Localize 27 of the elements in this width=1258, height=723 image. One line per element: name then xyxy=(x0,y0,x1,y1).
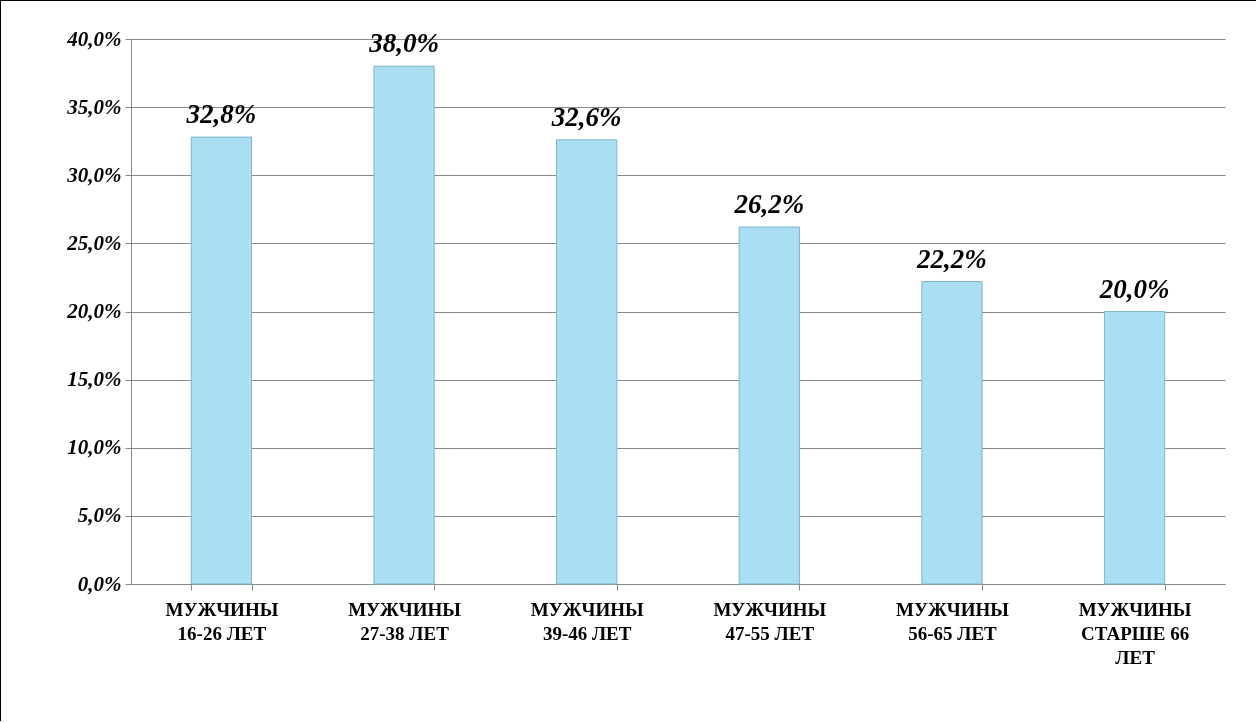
x-tick-label: МУЖЧИНЫ 27-38 ЛЕТ xyxy=(348,598,462,644)
y-tick-label: 15,0% xyxy=(67,367,122,392)
bar xyxy=(373,65,435,585)
bar xyxy=(190,136,253,585)
y-tick-label: 40,0% xyxy=(66,26,122,51)
y-tick-label: 20,0% xyxy=(66,299,122,323)
data-label: 32,6% xyxy=(550,101,622,132)
bar xyxy=(1103,311,1166,585)
y-tick-label: 5,0% xyxy=(77,503,122,528)
y-tick-label: 10,0% xyxy=(67,435,122,460)
y-tick-label: 30,0% xyxy=(66,162,122,187)
data-label: 38,0% xyxy=(368,28,439,59)
y-tick-label: 25,0% xyxy=(66,230,122,255)
x-tick-label: МУЖЧИНЫ СТАРШЕ 66 ЛЕТ xyxy=(1078,598,1192,668)
data-label: 20,0% xyxy=(1098,273,1170,304)
y-tick-label: 35,0% xyxy=(66,94,122,119)
bar xyxy=(921,281,983,585)
x-tick-label: МУЖЧИНЫ 47-55 ЛЕТ xyxy=(713,598,827,644)
bar xyxy=(738,226,800,585)
data-label: 22,2% xyxy=(916,243,987,274)
x-tick-label: МУЖЧИНЫ 56-65 ЛЕТ xyxy=(896,598,1010,644)
data-label: 26,2% xyxy=(733,189,805,220)
x-tick-label: МУЖЧИНЫ 16-26 ЛЕТ xyxy=(165,598,279,644)
bar xyxy=(556,139,618,585)
x-tick-label: МУЖЧИНЫ 39-46 ЛЕТ xyxy=(530,598,644,644)
data-label: 32,8% xyxy=(185,99,257,130)
y-tick-label: 0,0% xyxy=(77,571,122,596)
